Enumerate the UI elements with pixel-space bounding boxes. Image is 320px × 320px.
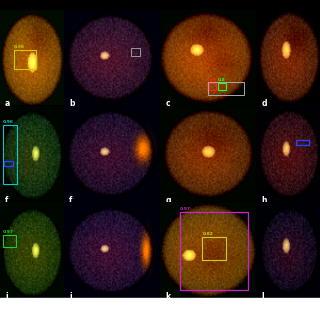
Text: h: h: [262, 196, 267, 204]
Text: 0.98: 0.98: [14, 45, 25, 49]
Bar: [3, 125, 17, 184]
Text: 0.97: 0.97: [3, 230, 13, 234]
Text: d: d: [262, 99, 267, 108]
Text: 0.8: 0.8: [218, 78, 225, 82]
Text: g: g: [165, 196, 171, 204]
Bar: [209, 83, 216, 90]
Text: k: k: [165, 292, 170, 301]
Text: 0.82: 0.82: [202, 232, 213, 236]
Text: c: c: [165, 99, 170, 108]
Text: 0.97: 0.97: [180, 207, 190, 211]
Bar: [180, 212, 248, 290]
Bar: [4, 161, 13, 165]
Text: j: j: [69, 292, 72, 301]
Text: 0.96: 0.96: [3, 120, 14, 124]
Text: b: b: [69, 99, 75, 108]
Bar: [14, 50, 36, 69]
Text: f: f: [69, 196, 73, 204]
Text: a: a: [5, 99, 10, 108]
Text: l: l: [262, 292, 264, 301]
Bar: [202, 237, 226, 260]
Bar: [208, 82, 244, 95]
Bar: [218, 83, 226, 90]
Bar: [3, 235, 17, 247]
Bar: [296, 140, 308, 145]
Text: i: i: [5, 292, 8, 301]
Bar: [131, 48, 140, 56]
Text: 0.7: 0.7: [209, 78, 217, 82]
Text: f: f: [5, 196, 8, 204]
